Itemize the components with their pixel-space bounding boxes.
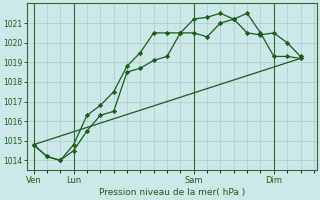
- X-axis label: Pression niveau de la mer( hPa ): Pression niveau de la mer( hPa ): [99, 188, 245, 197]
